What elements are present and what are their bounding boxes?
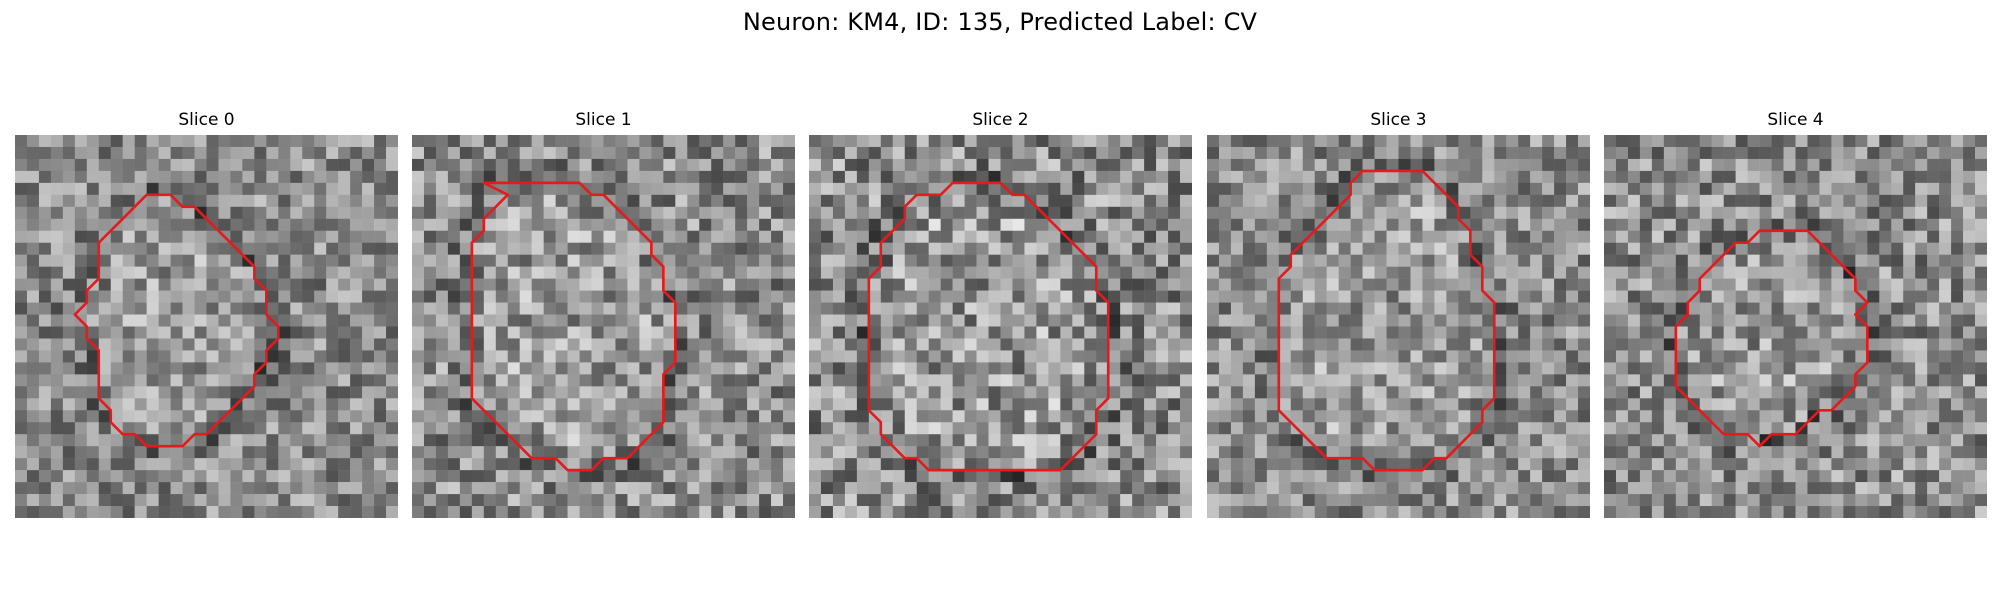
slice-image <box>412 135 795 518</box>
slice-panel-3: Slice 3 <box>1207 110 1590 518</box>
slice-panel-0: Slice 0 <box>15 110 398 518</box>
slice-image <box>809 135 1192 518</box>
roi-contour <box>867 181 1110 472</box>
slice-title: Slice 1 <box>575 110 632 130</box>
slice-image <box>15 135 398 518</box>
roi-contour <box>1674 229 1869 448</box>
roi-contour <box>1277 169 1496 472</box>
pixel-grid <box>1604 135 1987 518</box>
slice-title: Slice 4 <box>1767 110 1824 130</box>
slice-panel-2: Slice 2 <box>809 110 1192 518</box>
slice-panel-4: Slice 4 <box>1604 110 1987 518</box>
pixel-grid <box>412 135 795 518</box>
slice-image <box>1604 135 1987 518</box>
roi-contour <box>73 193 280 448</box>
pixel-grid <box>1207 135 1590 518</box>
slice-image <box>1207 135 1590 518</box>
slice-title: Slice 0 <box>178 110 235 130</box>
slice-panel-1: Slice 1 <box>412 110 795 518</box>
slice-title: Slice 2 <box>972 110 1029 130</box>
figure-title: Neuron: KM4, ID: 135, Predicted Label: C… <box>742 8 1258 36</box>
pixel-grid <box>15 135 398 518</box>
slice-title: Slice 3 <box>1370 110 1427 130</box>
pixel-grid <box>809 135 1192 518</box>
roi-contour <box>470 181 677 472</box>
